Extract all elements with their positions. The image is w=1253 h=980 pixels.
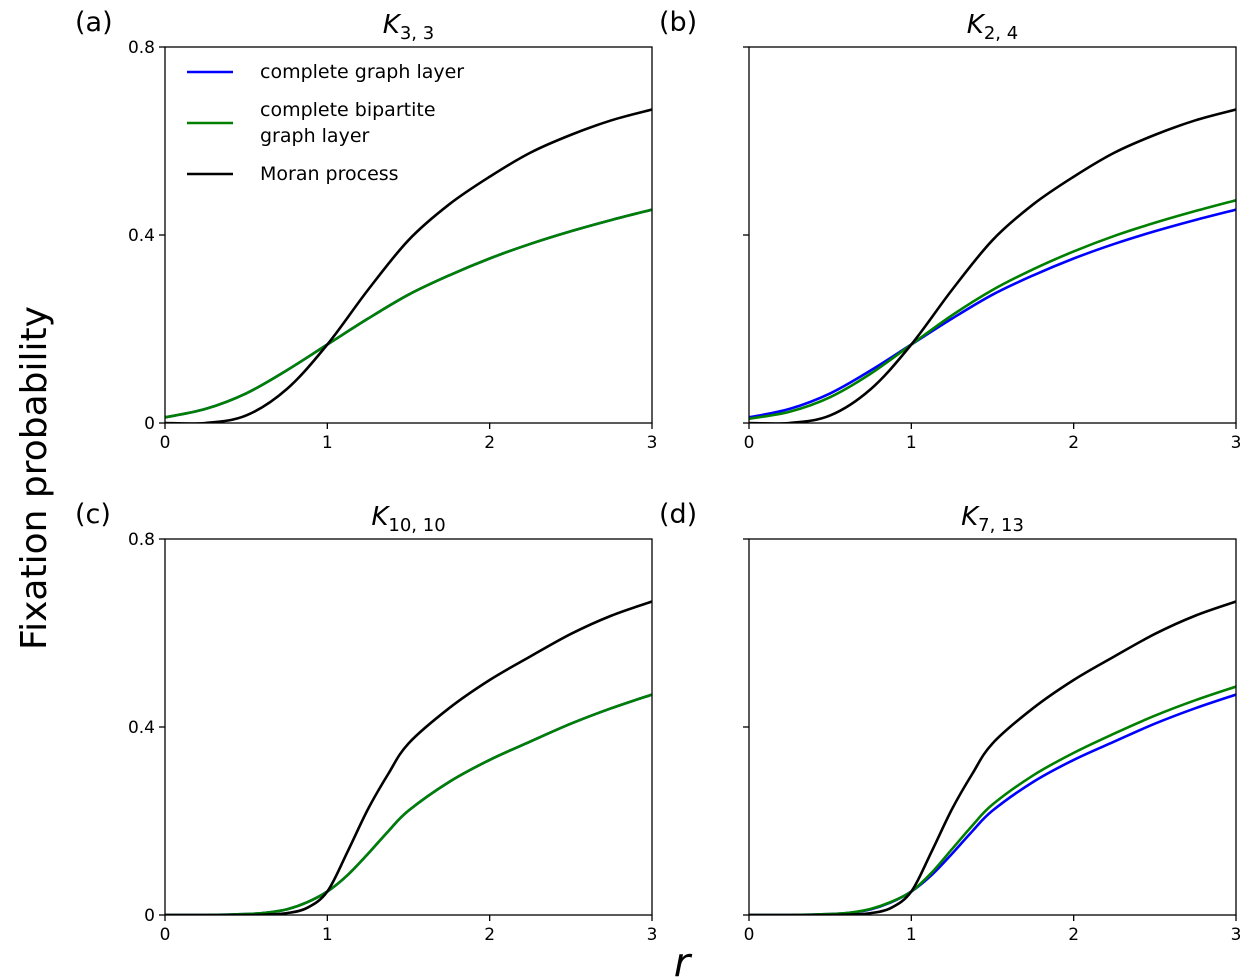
x-tick-label: 3 bbox=[647, 925, 658, 945]
y-tick-label: 0.8 bbox=[128, 38, 155, 58]
panel-2: 0 1 2 3 (b) K2, 4 bbox=[659, 7, 1241, 453]
legend: complete graph layer complete bipartite gr… bbox=[187, 61, 464, 185]
series-group bbox=[165, 108, 652, 423]
panel-4: 0 1 2 3 (d) K7, 13 bbox=[659, 499, 1241, 945]
panel-3: 0 1 2 3 0 0.4 0.8 (c) K10, 10 bbox=[75, 499, 657, 945]
series-line-bipartite bbox=[749, 198, 1236, 421]
series-line-moran bbox=[749, 108, 1236, 423]
panel-tag: (a) bbox=[75, 7, 113, 38]
series-line-moran bbox=[165, 600, 652, 915]
x-tick-label: 2 bbox=[1068, 925, 1079, 945]
y-axis-label: Fixation probability bbox=[14, 306, 55, 650]
series-group bbox=[749, 600, 1236, 915]
x-tick-label: 0 bbox=[160, 925, 171, 945]
panel-1: 0 1 2 3 0 0.4 0.8 (a) K3, 3 bbox=[75, 7, 657, 453]
panel-title: K10, 10 bbox=[371, 502, 445, 536]
panel-title: K7, 13 bbox=[961, 502, 1024, 536]
panel-title-subscript: 2, 4 bbox=[984, 23, 1018, 44]
panel-title-main: K bbox=[967, 10, 986, 40]
series-line-bipartite bbox=[165, 693, 652, 915]
x-tick-label: 0 bbox=[744, 925, 755, 945]
x-tick-label: 2 bbox=[1068, 433, 1079, 453]
x-tick-label: 0 bbox=[744, 433, 755, 453]
series-line-moran bbox=[749, 600, 1236, 915]
x-tick-label: 3 bbox=[1231, 433, 1242, 453]
x-tick-label: 1 bbox=[322, 925, 333, 945]
series-line-bipartite bbox=[165, 208, 652, 419]
series-line-bipartite bbox=[749, 685, 1236, 915]
series-line-complete bbox=[749, 208, 1236, 419]
x-tick-label: 2 bbox=[484, 925, 495, 945]
x-tick-label: 1 bbox=[322, 433, 333, 453]
panel-title-subscript: 3, 3 bbox=[400, 23, 434, 44]
panel-tag: (d) bbox=[659, 499, 697, 530]
panel-tag: (b) bbox=[659, 7, 697, 38]
y-tick-label: 0.8 bbox=[128, 530, 155, 550]
series-line-moran bbox=[165, 108, 652, 423]
x-tick-label: 3 bbox=[1231, 925, 1242, 945]
y-tick-label: 0.4 bbox=[128, 226, 155, 246]
plot-frame bbox=[748, 538, 1237, 916]
panel-title-main: K bbox=[371, 502, 390, 532]
x-tick-label: 1 bbox=[906, 433, 917, 453]
y-tick-label: 0 bbox=[144, 414, 155, 434]
panel-title-subscript: 10, 10 bbox=[388, 515, 445, 536]
x-tick-label: 1 bbox=[906, 925, 917, 945]
y-tick-label: 0.4 bbox=[128, 718, 155, 738]
panel-title-main: K bbox=[961, 502, 980, 532]
panel-title: K2, 4 bbox=[967, 10, 1018, 44]
legend-label: complete graph layer bbox=[260, 61, 464, 83]
panel-title: K3, 3 bbox=[383, 10, 434, 44]
legend-label: Moran process bbox=[260, 163, 399, 185]
legend-label: complete bipartite bbox=[260, 99, 436, 121]
x-tick-label: 2 bbox=[484, 433, 495, 453]
x-axis-label: r bbox=[674, 940, 693, 980]
series-group bbox=[749, 108, 1236, 423]
plot-frame bbox=[164, 538, 653, 916]
legend-label: graph layer bbox=[260, 125, 370, 147]
panel-title-main: K bbox=[383, 10, 402, 40]
panels: 0 1 2 300.40.8(a) K3, 30 1 2 3(b) K2, 40 1 2 300.40… bbox=[75, 7, 1241, 945]
series-group bbox=[165, 600, 652, 915]
x-tick-label: 0 bbox=[160, 433, 171, 453]
x-tick-label: 3 bbox=[647, 433, 658, 453]
plot-frame bbox=[748, 46, 1237, 424]
y-tick-label: 0 bbox=[144, 906, 155, 926]
panel-tag: (c) bbox=[75, 499, 111, 530]
series-line-complete bbox=[165, 693, 652, 915]
panel-title-subscript: 7, 13 bbox=[978, 515, 1024, 536]
